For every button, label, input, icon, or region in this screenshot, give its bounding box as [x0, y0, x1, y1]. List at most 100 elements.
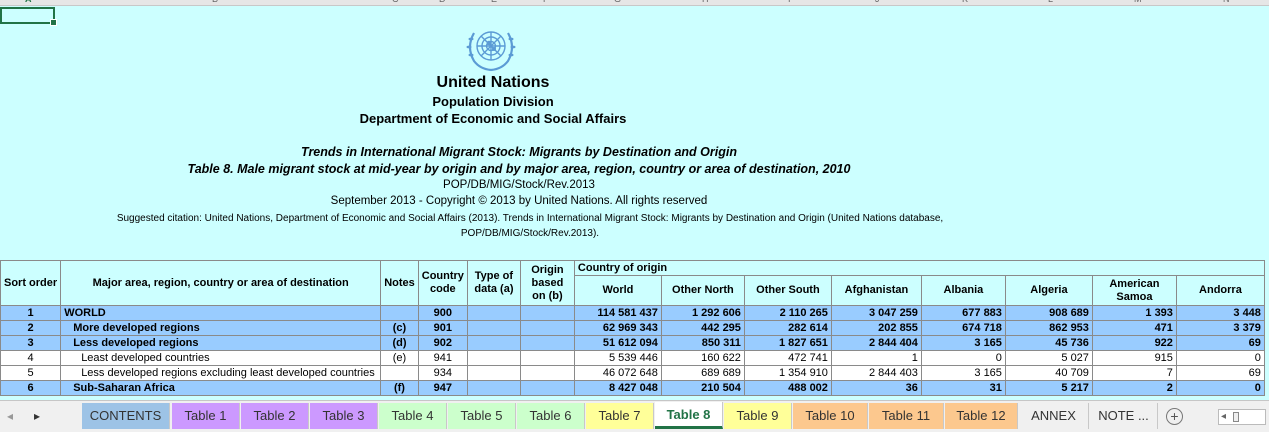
afghanistan-cell[interactable]: 3 047 259 [830, 305, 922, 321]
worksheet[interactable]: United Nations Population Division Depar… [0, 6, 1269, 400]
andorra-cell[interactable]: 3 448 [1175, 305, 1265, 321]
other-north-cell[interactable]: 1 292 606 [660, 305, 745, 321]
andorra-cell[interactable]: 3 379 [1175, 320, 1265, 336]
header-notes[interactable]: Notes [380, 260, 419, 306]
header-other-north[interactable]: Other North [660, 275, 745, 306]
algeria-cell[interactable]: 908 689 [1004, 305, 1093, 321]
american-samoa-cell[interactable]: 7 [1091, 365, 1177, 381]
algeria-cell[interactable]: 5 217 [1004, 380, 1093, 396]
world-cell[interactable]: 51 612 094 [573, 335, 662, 351]
area-cell[interactable]: Less developed regions [60, 335, 382, 351]
type-cell[interactable] [466, 350, 521, 366]
sort-cell[interactable]: 5 [0, 365, 62, 381]
column-header-e[interactable]: E [491, 0, 497, 4]
header-other-south[interactable]: Other South [743, 275, 832, 306]
algeria-cell[interactable]: 5 027 [1004, 350, 1093, 366]
sheet-tab-table-6[interactable]: Table 6 [517, 403, 585, 429]
other-south-cell[interactable]: 1 827 651 [743, 335, 832, 351]
header-algeria[interactable]: Algeria [1004, 275, 1093, 306]
albania-cell[interactable]: 31 [920, 380, 1006, 396]
albania-cell[interactable]: 0 [920, 350, 1006, 366]
area-cell[interactable]: Least developed countries [60, 350, 382, 366]
header-area[interactable]: Major area, region, country or area of d… [60, 260, 382, 306]
type-cell[interactable] [466, 380, 521, 396]
add-sheet-icon[interactable]: + [1166, 408, 1183, 425]
sort-cell[interactable]: 3 [0, 335, 62, 351]
sort-cell[interactable]: 4 [0, 350, 62, 366]
data-table[interactable]: Sort order Major area, region, country o… [0, 260, 1265, 396]
origin-cell[interactable] [519, 350, 575, 366]
other-north-cell[interactable]: 442 295 [660, 320, 745, 336]
american-samoa-cell[interactable]: 922 [1091, 335, 1177, 351]
nav-prev-icon[interactable]: ◂ [7, 409, 14, 423]
world-cell[interactable]: 5 539 446 [573, 350, 662, 366]
sheet-tab-annex[interactable]: ANNEX [1019, 403, 1089, 429]
sort-cell[interactable]: 2 [0, 320, 62, 336]
world-cell[interactable]: 8 427 048 [573, 380, 662, 396]
area-cell[interactable]: Sub-Saharan Africa [60, 380, 382, 396]
andorra-cell[interactable]: 69 [1175, 335, 1265, 351]
american-samoa-cell[interactable]: 2 [1091, 380, 1177, 396]
horizontal-scrollbar[interactable]: ◂ [1218, 409, 1266, 425]
column-header-g[interactable]: G [614, 0, 621, 4]
other-north-cell[interactable]: 850 311 [660, 335, 745, 351]
type-cell[interactable] [466, 365, 521, 381]
origin-cell[interactable] [519, 320, 575, 336]
afghanistan-cell[interactable]: 1 [830, 350, 922, 366]
notes-cell[interactable]: (d) [380, 335, 419, 351]
andorra-cell[interactable]: 0 [1175, 350, 1265, 366]
afghanistan-cell[interactable]: 202 855 [830, 320, 922, 336]
sheet-tab-table-2[interactable]: Table 2 [241, 403, 309, 429]
area-cell[interactable]: Less developed regions excluding least d… [60, 365, 382, 381]
code-cell[interactable]: 902 [417, 335, 468, 351]
origin-cell[interactable] [519, 335, 575, 351]
column-header-k[interactable]: K [962, 0, 968, 4]
origin-cell[interactable] [519, 380, 575, 396]
american-samoa-cell[interactable]: 915 [1091, 350, 1177, 366]
nav-next-icon[interactable]: ▸ [34, 409, 41, 423]
afghanistan-cell[interactable]: 2 844 404 [830, 335, 922, 351]
sheet-tab-table-10[interactable]: Table 10 [793, 403, 868, 429]
other-north-cell[interactable]: 160 622 [660, 350, 745, 366]
afghanistan-cell[interactable]: 36 [830, 380, 922, 396]
sheet-tab-table-9[interactable]: Table 9 [724, 403, 792, 429]
column-header-i[interactable]: I [788, 0, 791, 4]
column-header-d[interactable]: D [439, 0, 446, 4]
type-cell[interactable] [466, 335, 521, 351]
header-afghanistan[interactable]: Afghanistan [830, 275, 922, 306]
header-american-samoa[interactable]: American Samoa [1091, 275, 1177, 306]
andorra-cell[interactable]: 0 [1175, 380, 1265, 396]
world-cell[interactable]: 62 969 343 [573, 320, 662, 336]
column-header-a[interactable]: A [25, 0, 32, 4]
albania-cell[interactable]: 677 883 [920, 305, 1006, 321]
notes-cell[interactable]: (f) [380, 380, 419, 396]
header-sort-order[interactable]: Sort order [0, 260, 62, 306]
algeria-cell[interactable]: 45 736 [1004, 335, 1093, 351]
other-south-cell[interactable]: 488 002 [743, 380, 832, 396]
notes-cell[interactable]: (c) [380, 320, 419, 336]
other-south-cell[interactable]: 1 354 910 [743, 365, 832, 381]
column-header-strip[interactable]: A B C D E F G H I J K L M N [0, 0, 1269, 6]
header-country-of-origin[interactable]: Country of origin [573, 260, 1265, 276]
header-albania[interactable]: Albania [920, 275, 1006, 306]
sheet-tab-table-12[interactable]: Table 12 [945, 403, 1018, 429]
sheet-tab-contents[interactable]: CONTENTS [82, 403, 170, 429]
sheet-tab-table-8[interactable]: Table 8 [655, 402, 723, 429]
table-row[interactable]: 1 WORLD 900 114 581 437 1 292 606 2 110 265 3 … [0, 305, 1265, 321]
column-header-j[interactable]: J [875, 0, 880, 4]
other-south-cell[interactable]: 282 614 [743, 320, 832, 336]
world-cell[interactable]: 114 581 437 [573, 305, 662, 321]
sheet-tab-note[interactable]: NOTE ... [1090, 403, 1158, 429]
code-cell[interactable]: 934 [417, 365, 468, 381]
other-south-cell[interactable]: 472 741 [743, 350, 832, 366]
sheet-tab-table-7[interactable]: Table 7 [586, 403, 654, 429]
origin-cell[interactable] [519, 305, 575, 321]
scroll-thumb[interactable] [1233, 412, 1239, 422]
column-header-l[interactable]: L [1048, 0, 1053, 4]
albania-cell[interactable]: 674 718 [920, 320, 1006, 336]
sort-cell[interactable]: 1 [0, 305, 62, 321]
world-cell[interactable]: 46 072 648 [573, 365, 662, 381]
code-cell[interactable]: 900 [417, 305, 468, 321]
area-cell[interactable]: More developed regions [60, 320, 382, 336]
table-row[interactable]: 2 More developed regions (c) 901 62 969 343 4… [0, 320, 1265, 336]
